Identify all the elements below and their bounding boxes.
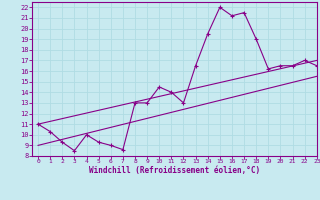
X-axis label: Windchill (Refroidissement éolien,°C): Windchill (Refroidissement éolien,°C) bbox=[89, 166, 260, 175]
